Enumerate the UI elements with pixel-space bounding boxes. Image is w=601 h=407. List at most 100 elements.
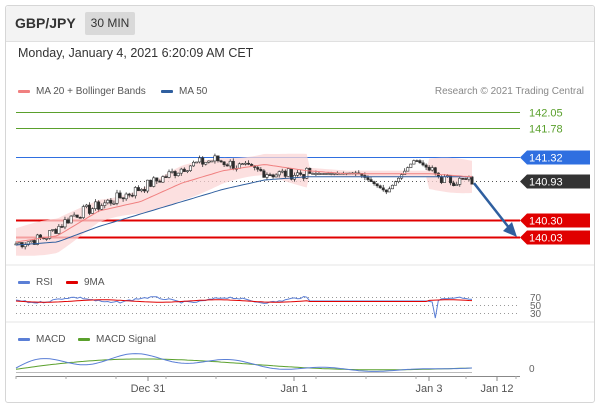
candle-body xyxy=(133,187,137,197)
candle-body xyxy=(283,170,287,177)
bollinger-fill xyxy=(16,153,472,256)
legend-ma50: MA 50 xyxy=(161,86,207,97)
bollinger-band xyxy=(16,153,472,256)
candle-body xyxy=(87,204,91,214)
candle-body xyxy=(201,157,205,165)
x-tick-label: Jan 3 xyxy=(416,383,443,395)
macd-line xyxy=(15,353,473,372)
candle-body xyxy=(152,177,156,187)
candle-body xyxy=(81,206,85,218)
candle-body xyxy=(372,181,376,185)
candle-body xyxy=(69,215,73,224)
rsi-9ma-line xyxy=(15,299,473,303)
candle-body xyxy=(170,171,174,173)
price-label: 140.30 xyxy=(529,216,563,228)
rsi-level-label: 30 xyxy=(530,309,542,320)
x-tick-label: Dec 31 xyxy=(131,383,166,395)
rsi-level-label: 50 xyxy=(530,301,542,312)
candle-body xyxy=(97,201,101,210)
candle-body xyxy=(210,160,214,163)
candle-body xyxy=(244,162,248,165)
candle-body xyxy=(198,157,202,163)
candle-body xyxy=(155,177,159,182)
ma50-label: MA 50 xyxy=(179,86,208,97)
macd-panel: 0 xyxy=(15,353,535,375)
candle-body xyxy=(271,174,275,178)
x-axis: Dec 31 Jan 1 Jan 3 Jan 12 xyxy=(15,376,520,395)
candle-body xyxy=(311,173,315,175)
legend-macd: MACD xyxy=(18,334,65,345)
candle-body xyxy=(192,161,196,167)
candle-body xyxy=(265,174,269,178)
candle-body xyxy=(158,180,162,183)
chart-header: GBP/JPY 30 MIN xyxy=(6,6,594,42)
candle-body xyxy=(185,170,189,172)
candle-body xyxy=(60,226,64,228)
currency-pair-title: GBP/JPY xyxy=(15,15,76,31)
candle-body xyxy=(75,214,79,218)
candle-body xyxy=(164,176,168,178)
rsi-line xyxy=(15,295,473,319)
candle-body xyxy=(35,234,39,245)
price-label: 141.78 xyxy=(529,124,563,136)
candle-body xyxy=(182,168,186,172)
price-label: 140.93 xyxy=(529,177,563,189)
legend-macd-signal: MACD Signal xyxy=(78,334,156,345)
candle-body xyxy=(256,167,260,170)
candle-body xyxy=(375,183,379,187)
candle-body xyxy=(378,185,382,189)
candle-body xyxy=(387,188,391,193)
candle-body xyxy=(329,173,333,175)
candle-body xyxy=(188,165,192,171)
candle-body xyxy=(176,172,180,176)
price-badge xyxy=(520,230,590,245)
candle-body xyxy=(259,168,263,172)
candle-body xyxy=(286,168,290,177)
legend-ma20: MA 20 + Bollinger Bands xyxy=(18,86,146,97)
candle-body xyxy=(268,174,272,176)
candle-body xyxy=(51,229,55,231)
candle-body xyxy=(127,193,131,196)
ma50-swatch xyxy=(161,90,173,93)
candle-body xyxy=(247,162,251,165)
candle-body xyxy=(296,172,300,176)
candle-body xyxy=(204,161,208,165)
candle-body xyxy=(240,163,244,165)
candle-body xyxy=(48,230,52,239)
candle-body xyxy=(452,182,456,186)
timeframe-button[interactable]: 30 MIN xyxy=(85,12,135,35)
candle-body xyxy=(381,187,385,191)
candle-body xyxy=(397,177,401,183)
candle-body xyxy=(231,160,235,170)
price-label: 142.05 xyxy=(529,108,563,120)
rsi-label: RSI xyxy=(36,277,53,288)
candle-body xyxy=(464,178,468,180)
candle-body xyxy=(228,160,232,167)
projection-arrow xyxy=(473,182,517,237)
candle-body xyxy=(305,167,309,179)
price-badge xyxy=(520,174,590,189)
candle-body xyxy=(406,167,410,172)
candle-body xyxy=(250,163,254,166)
candle-body xyxy=(84,204,88,207)
candle-body xyxy=(421,162,425,166)
arrow-head xyxy=(503,222,517,237)
candle-body xyxy=(161,176,165,183)
ma20-swatch xyxy=(18,90,30,93)
candle-body xyxy=(23,244,27,248)
candle-body xyxy=(213,155,217,162)
candle-body xyxy=(78,217,82,219)
price-label: 140.03 xyxy=(529,233,563,245)
candle-body xyxy=(225,164,229,167)
candle-body xyxy=(323,173,327,175)
candle-body xyxy=(103,202,107,206)
macd-signal-swatch xyxy=(78,338,90,341)
candle-body xyxy=(57,226,61,234)
candle-body xyxy=(415,160,419,162)
candle-body xyxy=(433,167,437,174)
macd-label: MACD xyxy=(36,334,66,345)
candle-body xyxy=(109,199,113,204)
9ma-swatch xyxy=(66,281,78,284)
